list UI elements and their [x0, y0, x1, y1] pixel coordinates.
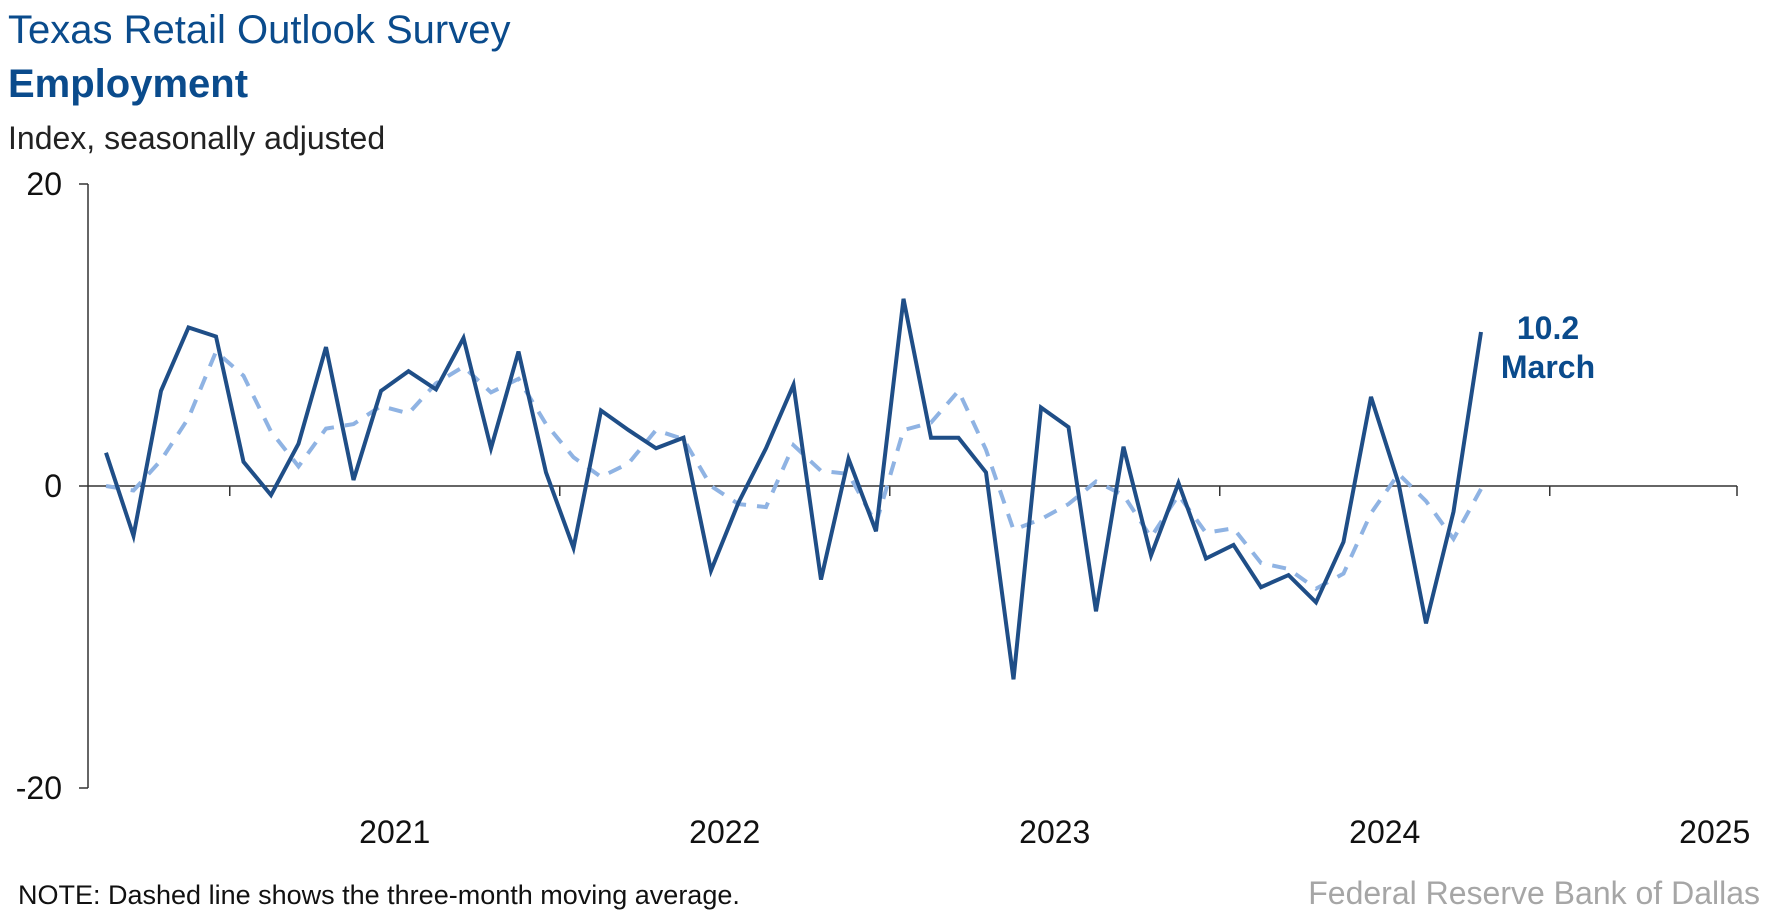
chart-subtitle: Employment [8, 62, 249, 106]
footnote: NOTE: Dashed line shows the three-month … [18, 880, 740, 910]
chart-title: Texas Retail Outlook Survey [8, 8, 511, 52]
annotation-label: March [1501, 349, 1595, 385]
y-tick-label: -20 [16, 770, 62, 806]
x-ticks-layer: 2021 2022 2023 2024 2025 [229, 486, 1750, 850]
x-tick-label-2024: 2024 [1349, 814, 1420, 850]
last-value-annotation: 10.2 March [1501, 310, 1595, 385]
x-tick-label-2025: 2025 [1679, 814, 1750, 850]
x-tick-label-2023: 2023 [1019, 814, 1090, 850]
y-tick-label: 0 [44, 468, 62, 504]
x-tick-label-2022: 2022 [689, 814, 760, 850]
source-credit: Federal Reserve Bank of Dallas [1308, 875, 1760, 911]
y-tick-label: 20 [26, 166, 62, 202]
y-ticks-layer: -20 0 20 [16, 166, 88, 806]
axes-layer [87, 184, 1737, 788]
series-layer [104, 298, 1483, 680]
x-tick-label-2021: 2021 [359, 814, 430, 850]
y-axis-unit-label: Index, seasonally adjusted [8, 120, 386, 156]
annotation-value: 10.2 [1517, 310, 1579, 346]
moving-average-line [105, 348, 1483, 592]
employment-index-line [104, 298, 1483, 680]
